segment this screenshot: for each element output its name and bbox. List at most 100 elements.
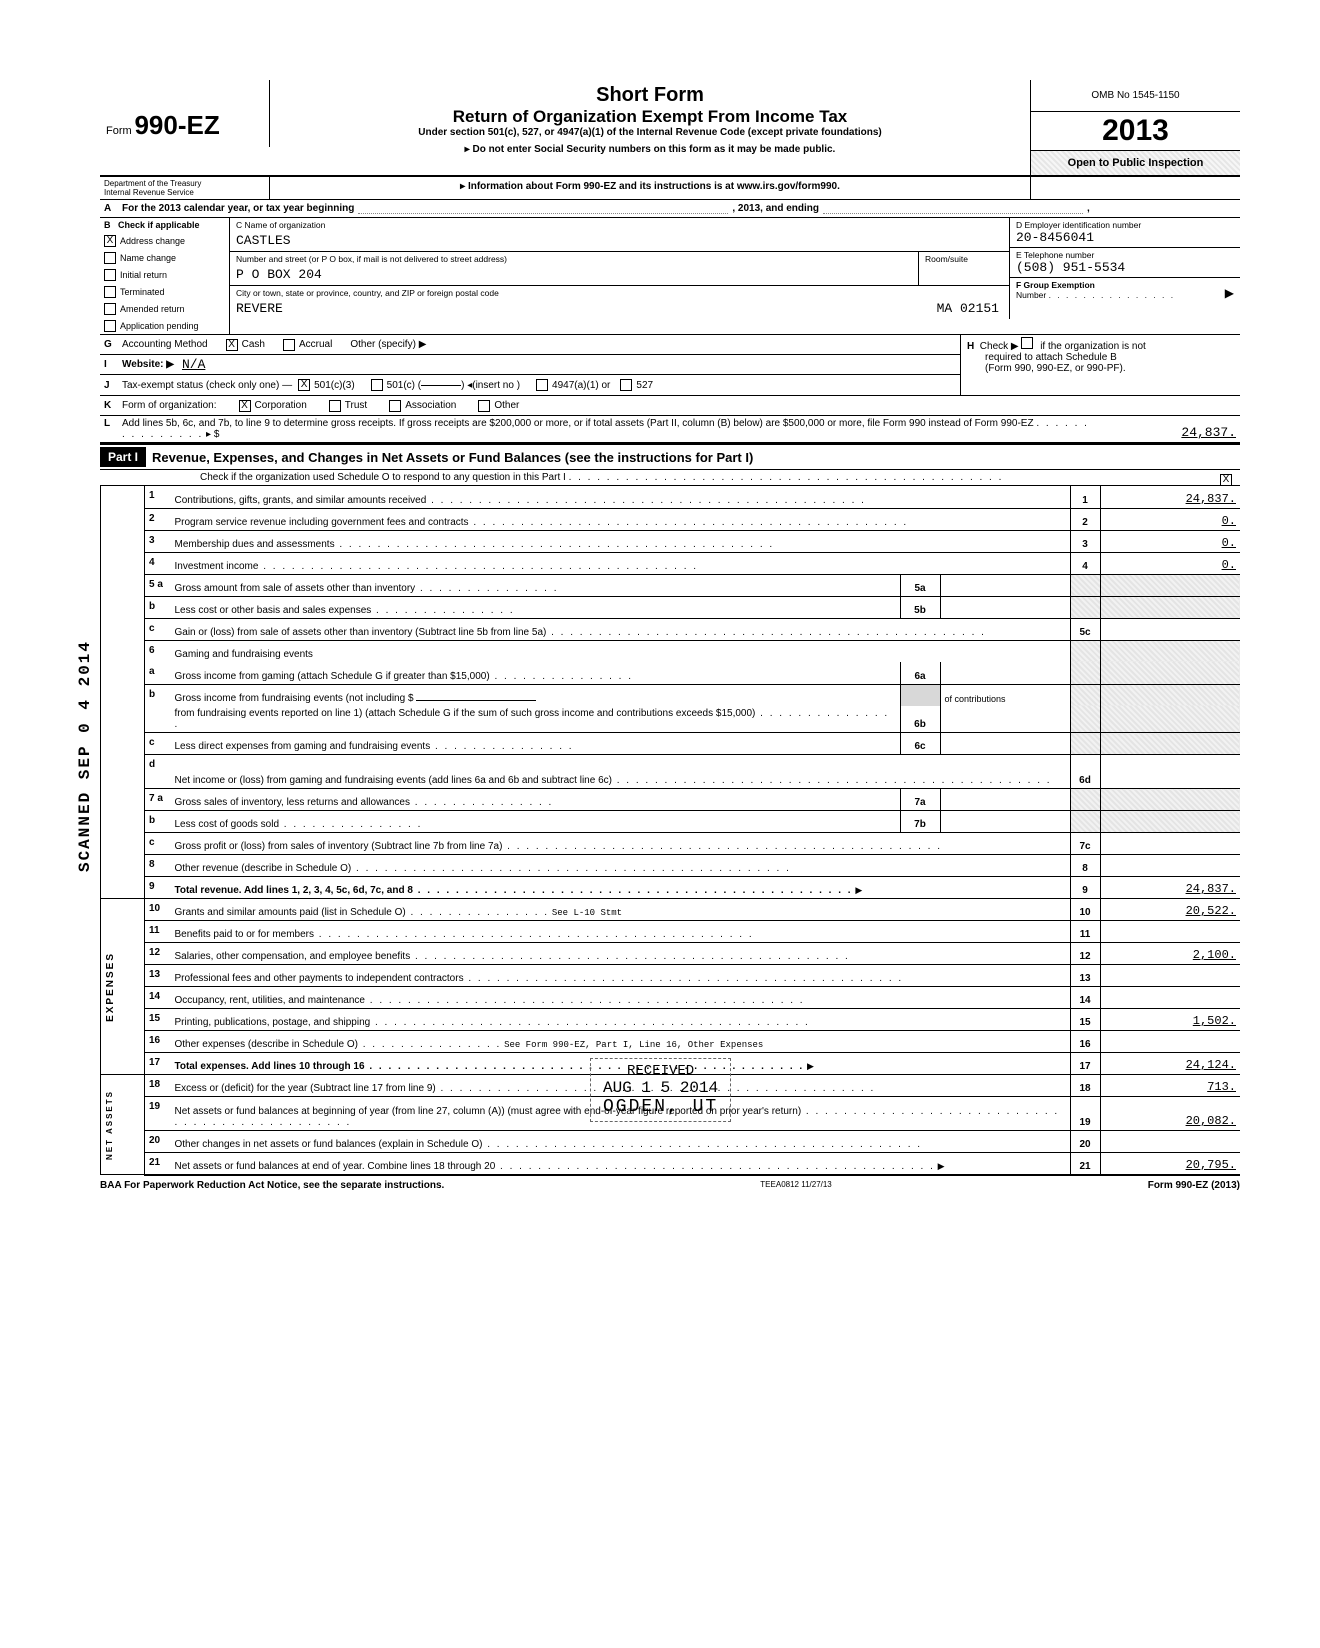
line15-num: 15 xyxy=(145,1009,171,1031)
label-city: City or town, state or province, country… xyxy=(230,286,1009,300)
checkbox-no-schedule-b[interactable] xyxy=(1021,337,1033,349)
line6b-amount-field[interactable] xyxy=(416,700,536,701)
line13-amt[interactable] xyxy=(1100,965,1240,987)
shade-6cv xyxy=(1100,733,1240,755)
checkbox-accrual[interactable] xyxy=(283,339,295,351)
line5c-amt[interactable] xyxy=(1100,618,1240,640)
footer: BAA For Paperwork Reduction Act Notice, … xyxy=(100,1176,1240,1195)
tax-year-begin-field[interactable] xyxy=(358,203,728,214)
line-a: A For the 2013 calendar year, or tax yea… xyxy=(100,200,1240,218)
city: REVERE xyxy=(236,301,283,316)
part1-title: Revenue, Expenses, and Changes in Net As… xyxy=(146,450,753,465)
letter-g: G xyxy=(104,339,122,350)
checkbox-other-org[interactable] xyxy=(478,400,490,412)
line13-desc: Professional fees and other payments to … xyxy=(175,973,904,984)
shade-6b xyxy=(1070,684,1100,706)
line7b-mv[interactable] xyxy=(940,811,1070,833)
checkbox-terminated[interactable] xyxy=(104,286,116,298)
shade-5b xyxy=(1070,596,1100,618)
line20-amt[interactable] xyxy=(1100,1131,1240,1153)
501c-insert-field[interactable] xyxy=(421,385,461,386)
label-cash: Cash xyxy=(242,339,265,350)
form-number: 990-EZ xyxy=(134,110,219,140)
line7c-desc: Gross profit or (loss) from sales of inv… xyxy=(175,841,943,852)
line9-desc: Total revenue. Add lines 1, 2, 3, 4, 5c,… xyxy=(175,885,853,896)
label-amended: Amended return xyxy=(120,304,185,314)
line2-desc: Program service revenue including govern… xyxy=(175,517,909,528)
entity-block: B Check if applicable X Address change N… xyxy=(100,218,1240,335)
line8-desc: Other revenue (describe in Schedule O) xyxy=(175,863,791,874)
line17-num: 17 xyxy=(145,1053,171,1075)
side-net-assets: NET ASSETS xyxy=(101,1075,145,1175)
l-text-inner: Add lines 5b, 6c, and 7b, to line 9 to d… xyxy=(122,418,1034,429)
label-accrual: Accrual xyxy=(299,339,332,350)
checkbox-name-change[interactable] xyxy=(104,252,116,264)
shade-6b2 xyxy=(1070,706,1100,733)
label-phone: E Telephone number xyxy=(1016,250,1234,260)
checkbox-501c[interactable] xyxy=(371,379,383,391)
line3-desc: Membership dues and assessments xyxy=(175,539,775,550)
checkbox-trust[interactable] xyxy=(329,400,341,412)
phone: (508) 951-5534 xyxy=(1016,260,1234,275)
line-a-text3: , xyxy=(1087,203,1090,214)
form-id-box: Form 990-EZ xyxy=(100,80,270,147)
shade-6c xyxy=(1070,733,1100,755)
line6a-desc: Gross income from gaming (attach Schedul… xyxy=(175,671,634,682)
line16-amt[interactable] xyxy=(1100,1031,1240,1053)
label-assoc: Association xyxy=(405,400,456,411)
line5b-mv[interactable] xyxy=(940,596,1070,618)
line2-num: 2 xyxy=(145,508,171,530)
checkbox-amended[interactable] xyxy=(104,303,116,315)
checkbox-address-change[interactable]: X xyxy=(104,235,116,247)
line5c-rn: 5c xyxy=(1070,618,1100,640)
line6c-mv[interactable] xyxy=(940,733,1070,755)
omb-box: OMB No 1545-1150 2013 Open to Public Ins… xyxy=(1030,80,1240,175)
checkbox-assoc[interactable] xyxy=(389,400,401,412)
line13-rn: 13 xyxy=(1070,965,1100,987)
line6b2-mv[interactable] xyxy=(940,706,1070,733)
checkbox-501c3[interactable]: X xyxy=(298,379,310,391)
arrow-icon: ▶ xyxy=(1225,286,1234,300)
label-501c: 501(c) ( xyxy=(387,380,421,391)
line6d-num: d xyxy=(145,755,171,789)
line7c-amt[interactable] xyxy=(1100,833,1240,855)
line18-amt: 713. xyxy=(1100,1075,1240,1097)
label-room: Room/suite xyxy=(919,252,1009,266)
line6d-amt[interactable] xyxy=(1100,755,1240,789)
checkbox-4947a1[interactable] xyxy=(536,379,548,391)
line14-amt[interactable] xyxy=(1100,987,1240,1009)
label-corp: Corporation xyxy=(255,400,307,411)
label-name-change: Name change xyxy=(120,253,176,263)
label-group-exempt: F Group Exemption xyxy=(1016,280,1095,290)
checkbox-527[interactable] xyxy=(620,379,632,391)
line21-rn: 21 xyxy=(1070,1153,1100,1175)
scanned-text: SCANNED SEP 0 4 2014 xyxy=(76,640,94,872)
line6a-mv[interactable] xyxy=(940,662,1070,684)
label-trust: Trust xyxy=(345,400,367,411)
line11-amt[interactable] xyxy=(1100,921,1240,943)
line5a-mv[interactable] xyxy=(940,574,1070,596)
letter-i: I xyxy=(104,359,122,370)
line7a-mv[interactable] xyxy=(940,789,1070,811)
public-inspection: Open to Public Inspection xyxy=(1031,151,1240,175)
checkbox-schedule-o-part1[interactable]: X xyxy=(1220,474,1232,486)
line6-num: 6 xyxy=(145,640,171,662)
checkbox-app-pending[interactable] xyxy=(104,320,116,332)
state-zip: MA 02151 xyxy=(937,301,999,316)
line7a-num: 7 a xyxy=(145,789,171,811)
street: P O BOX 204 xyxy=(230,266,918,285)
checkbox-cash[interactable]: X xyxy=(226,339,238,351)
line5b-num: b xyxy=(145,596,171,618)
col-b: B Check if applicable X Address change N… xyxy=(100,218,230,334)
checkbox-initial-return[interactable] xyxy=(104,269,116,281)
line20-desc: Other changes in net assets or fund bala… xyxy=(175,1139,923,1150)
line6-desc: Gaming and fundraising events xyxy=(171,640,1071,662)
line6a-num: a xyxy=(145,662,171,684)
line6b-desc2: of contributions xyxy=(940,684,1070,706)
checkbox-corp[interactable]: X xyxy=(239,400,251,412)
tax-year-end-field[interactable] xyxy=(823,203,1083,214)
line-a-text1: For the 2013 calendar year, or tax year … xyxy=(122,203,354,214)
label-insert-no: ) ◂(insert no ) xyxy=(461,380,520,391)
line8-amt[interactable] xyxy=(1100,855,1240,877)
line17-desc: Total expenses. Add lines 10 through 16 xyxy=(175,1061,805,1072)
